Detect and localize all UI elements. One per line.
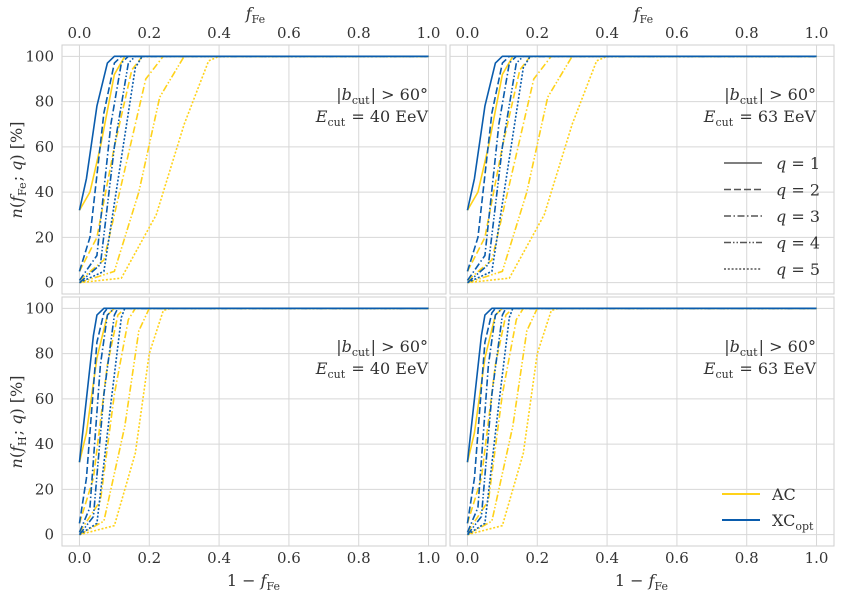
legend-label-xc: XCopt — [772, 511, 815, 533]
bottom-x-tick-label: 0.0 — [68, 549, 92, 567]
bottom-x-tick-label: 1.0 — [417, 549, 441, 567]
top-x-tick-label: 1.0 — [417, 24, 441, 42]
top-x-tick-label: 0.0 — [456, 24, 480, 42]
legend-method: AC XCopt — [722, 485, 815, 533]
y-tick-label: 40 — [35, 435, 54, 453]
bottom-axis-label: 1 − fFe — [615, 571, 669, 593]
panel-bottom-right: |bcut | > 60°Ecut = 63 EeV — [449, 296, 835, 547]
curve-ac-q5 — [79, 307, 429, 536]
top-x-tick-label: 0.4 — [595, 24, 619, 42]
annotation-energy-cut: Ecut = 40 EeV — [315, 107, 429, 129]
panel-top-right: |bcut | > 60°Ecut = 63 EeV — [449, 44, 835, 295]
panel-frame — [61, 44, 447, 295]
annotation-latitude-cut: |bcut | > 60° — [336, 337, 428, 359]
bottom-x-tick-label: 0.0 — [456, 549, 480, 567]
top-x-tick-label: 0.8 — [735, 24, 759, 42]
top-x-tick-label: 0.2 — [525, 24, 549, 42]
top-x-tick-label: 0.6 — [665, 24, 689, 42]
y-tick-label: 20 — [35, 228, 54, 246]
annotation-energy-cut: Ecut = 40 EeV — [315, 359, 429, 381]
legend-label-q1: q = 1 — [776, 154, 820, 173]
curve-ac-q3 — [466, 307, 817, 533]
curve-xc-q3 — [466, 307, 817, 533]
bottom-x-tick-label: 0.8 — [735, 549, 759, 567]
curve-xc-q5 — [79, 55, 429, 284]
annotation-energy-cut: Ecut = 63 EeV — [703, 107, 817, 129]
y-tick-label: 60 — [35, 390, 54, 408]
curve-xc-q4 — [466, 55, 817, 284]
bottom-x-tick-label: 0.6 — [665, 549, 689, 567]
y-tick-label: 80 — [35, 93, 54, 111]
y-tick-label: 0 — [44, 274, 54, 292]
curve-xc-q3 — [78, 307, 429, 533]
bottom-axis-label: 1 − fFe — [227, 571, 281, 593]
top-x-tick-label: 0.4 — [207, 24, 231, 42]
top-x-tick-label: 0.0 — [68, 24, 92, 42]
legend-label-ac: AC — [771, 485, 796, 504]
y-tick-label: 20 — [35, 480, 54, 498]
top-x-tick-label: 1.0 — [805, 24, 829, 42]
annotation-latitude-cut: |bcut | > 60° — [724, 337, 816, 359]
top-axis-label: fFe — [633, 4, 655, 26]
bottom-x-tick-label: 1.0 — [805, 549, 829, 567]
legend-q: q = 1 q = 2 q = 3 q = 4 q = 5 — [724, 154, 820, 279]
curve-ac-q5 — [467, 307, 817, 536]
bottom-x-tick-label: 0.2 — [525, 549, 549, 567]
y-tick-label: 80 — [35, 345, 54, 363]
bottom-x-tick-label: 0.8 — [347, 549, 371, 567]
legend-label-q5: q = 5 — [776, 260, 820, 279]
y-tick-label: 100 — [25, 47, 54, 65]
y-axis-label-bottom: n(fH ; q) [%] — [7, 376, 29, 469]
top-x-tick-label: 0.6 — [277, 24, 301, 42]
legend-label-q3: q = 3 — [776, 207, 820, 226]
panel-top-left: |bcut | > 60°Ecut = 40 EeV — [61, 44, 447, 295]
top-x-tick-label: 0.8 — [347, 24, 371, 42]
bottom-x-tick-label: 0.6 — [277, 549, 301, 567]
bottom-x-tick-label: 0.4 — [595, 549, 619, 567]
y-tick-label: 0 — [44, 526, 54, 544]
curve-ac-q3 — [78, 307, 429, 533]
curve-xc-q4 — [78, 55, 429, 284]
y-axis-label-top: n(fFe ; q) [%] — [7, 122, 29, 219]
panel-bottom-left: |bcut | > 60°Ecut = 40 EeV — [61, 296, 447, 547]
curve-xc-q5 — [467, 55, 817, 284]
top-x-tick-label: 0.2 — [137, 24, 161, 42]
curve-ac-q5 — [467, 55, 817, 284]
curve-ac-q5 — [79, 55, 429, 284]
legend-label-q2: q = 2 — [776, 181, 820, 200]
bottom-x-tick-label: 0.4 — [207, 549, 231, 567]
y-tick-label: 40 — [35, 183, 54, 201]
y-tick-label: 100 — [25, 299, 54, 317]
annotation-energy-cut: Ecut = 63 EeV — [703, 359, 817, 381]
bottom-x-tick-label: 0.2 — [137, 549, 161, 567]
annotation-latitude-cut: |bcut | > 60° — [724, 85, 816, 107]
y-tick-label: 60 — [35, 138, 54, 156]
panel-frame — [449, 44, 835, 295]
top-axis-label: fFe — [245, 4, 267, 26]
annotation-latitude-cut: |bcut | > 60° — [336, 85, 428, 107]
legend-label-q4: q = 4 — [776, 234, 820, 253]
